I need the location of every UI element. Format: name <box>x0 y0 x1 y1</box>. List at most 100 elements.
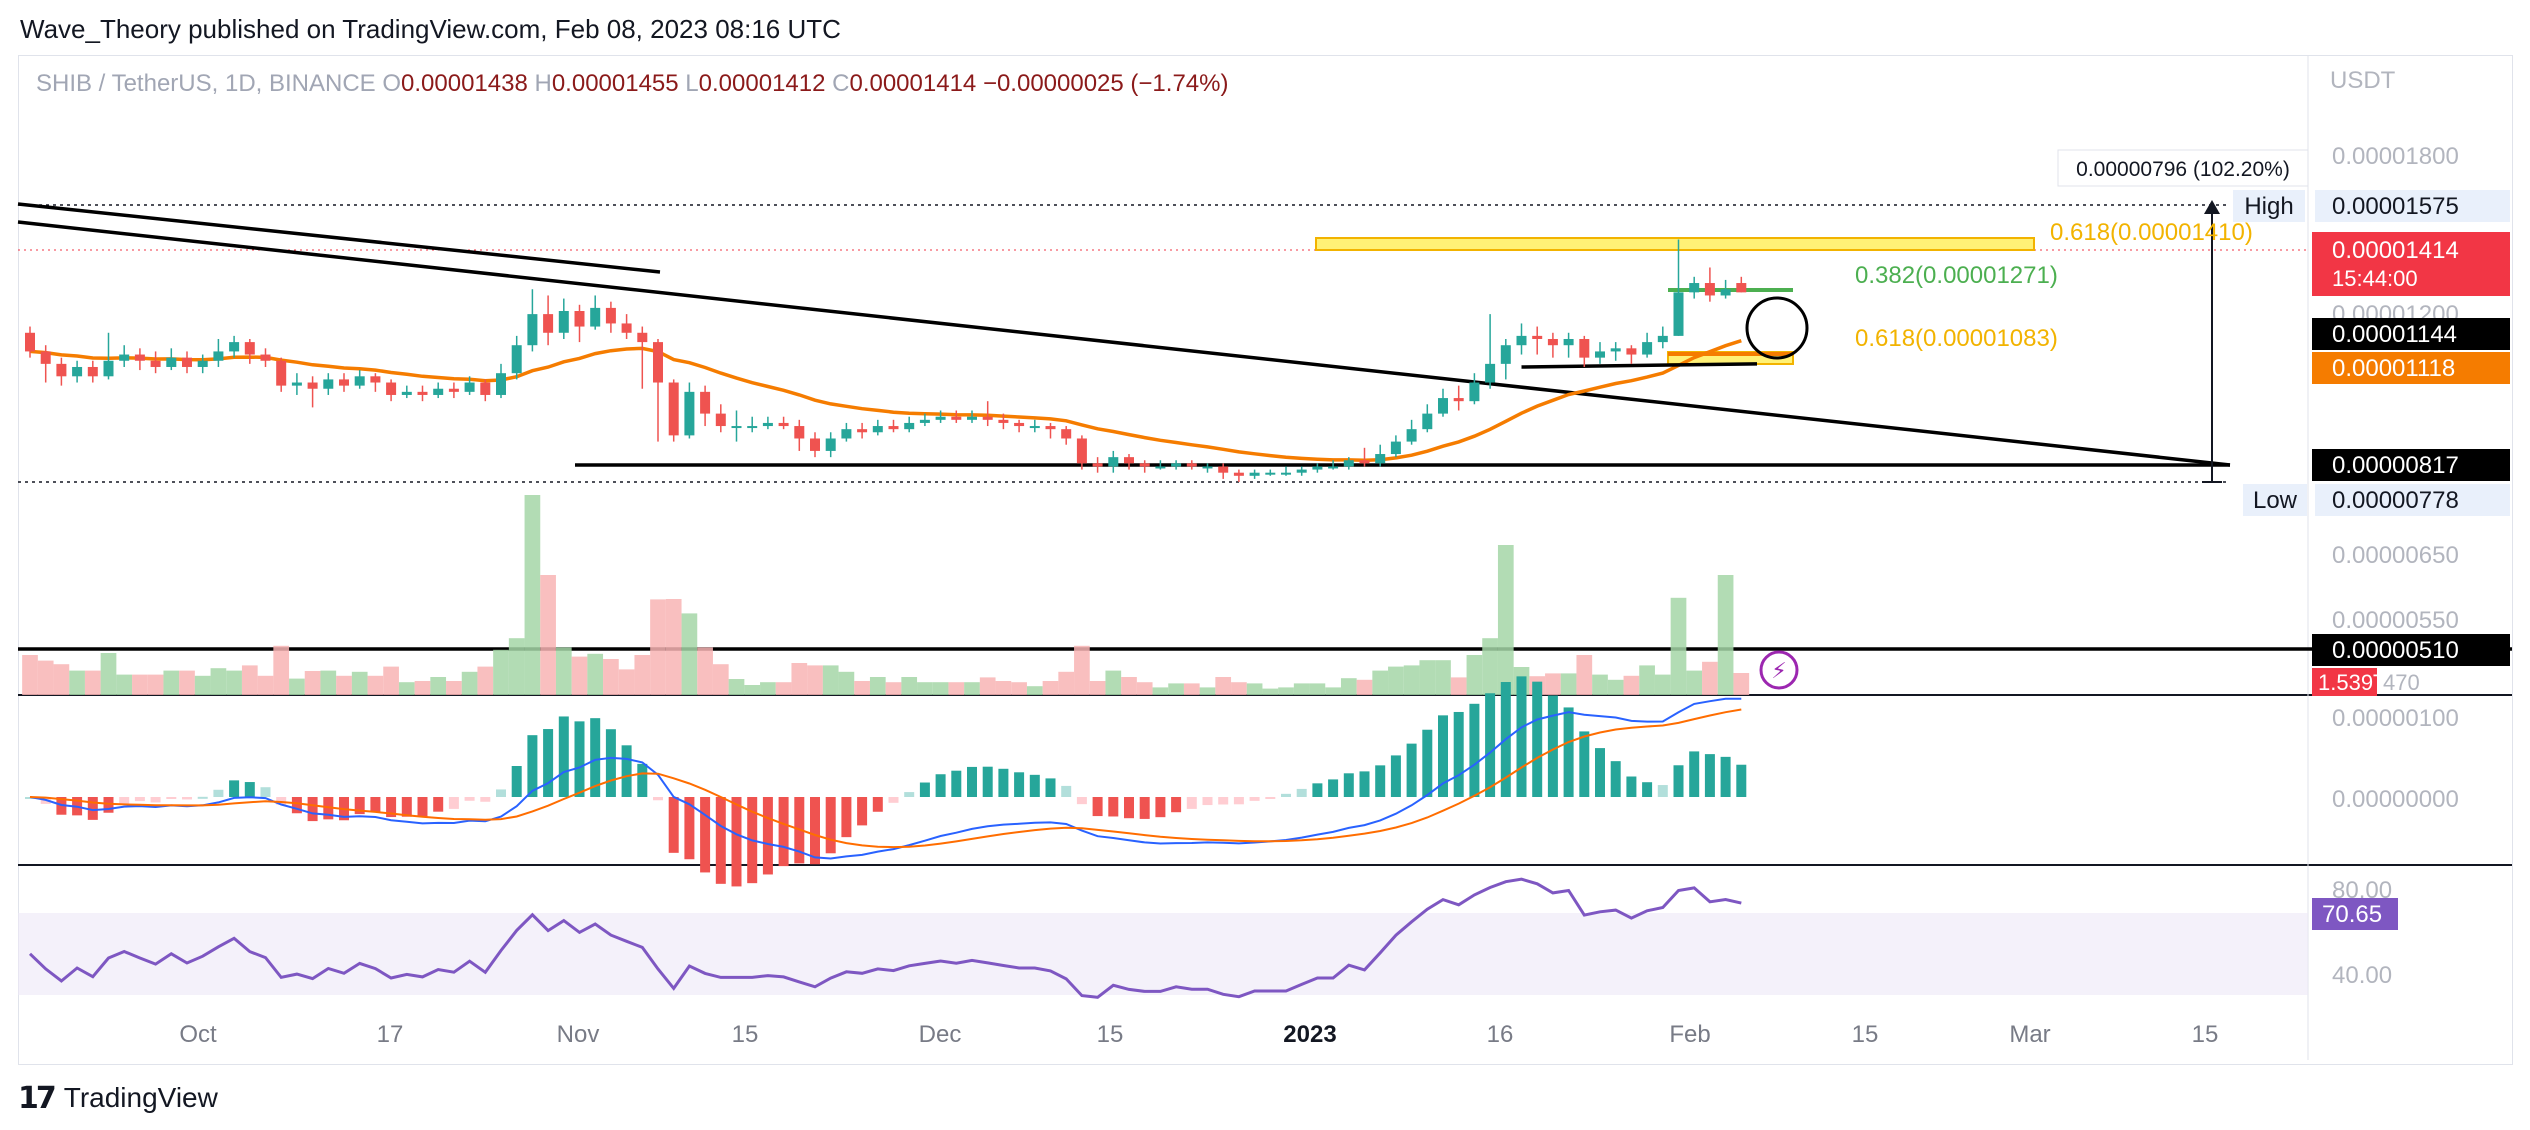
price-tick-1800: 0.00001800 <box>2332 143 2459 170</box>
volume-bar <box>1372 670 1389 695</box>
volume-bar <box>1340 678 1357 695</box>
candle-body <box>1485 363 1496 383</box>
macd-histogram-bar <box>998 768 1009 797</box>
macd-histogram-bar <box>1704 754 1715 797</box>
candle-body <box>825 438 836 451</box>
candle-body <box>1595 351 1605 358</box>
candle-body <box>590 307 601 327</box>
volume-bar <box>477 666 494 695</box>
current-price: 0.00001414 <box>2332 237 2459 264</box>
volume-bar <box>304 671 321 695</box>
candle-body <box>1704 283 1715 296</box>
rsi-tick-40: 40.00 <box>2332 962 2392 989</box>
volume-bar <box>1639 665 1655 695</box>
macd-histogram-bar <box>182 797 192 800</box>
candle-body <box>810 438 820 451</box>
candle-body <box>857 429 868 433</box>
volume-bar <box>791 663 808 695</box>
low-value: 0.00000778 <box>2332 487 2459 514</box>
macd-histogram-bar <box>1390 755 1401 797</box>
volume-bar <box>571 656 588 695</box>
candle-body <box>1155 466 1166 469</box>
macd-histogram-bar <box>433 797 444 812</box>
volume-bar <box>53 664 70 695</box>
candle-body <box>888 426 899 430</box>
candle-body <box>307 382 318 389</box>
candle-body <box>935 416 946 420</box>
macd-histogram-bar <box>401 797 412 817</box>
volume-bar <box>665 599 682 695</box>
candle-body <box>229 342 240 352</box>
volume-bar <box>1325 687 1341 695</box>
candle-body <box>480 382 491 395</box>
macd-histogram-bar <box>1045 778 1056 797</box>
candle-body <box>982 416 993 420</box>
low-label-bg <box>2243 484 2307 516</box>
volume-bar <box>1576 655 1593 695</box>
candle-body <box>1422 413 1433 430</box>
chart-container[interactable] <box>18 55 2513 1065</box>
candle-body <box>1296 469 1307 473</box>
macd-histogram-bar <box>857 797 868 826</box>
ma-black-line <box>1521 362 1758 369</box>
macd-histogram-bar <box>1438 715 1448 797</box>
macd-histogram-bar <box>1108 797 1119 817</box>
volume-bar <box>854 681 870 695</box>
candle-body <box>1249 472 1260 476</box>
volume-bar <box>367 675 384 695</box>
candle-body <box>370 376 381 383</box>
support-value: 0.00000817 <box>2332 452 2459 479</box>
volume-bar <box>1686 670 1703 695</box>
l-label: L <box>685 70 699 97</box>
currency-label: USDT <box>2330 67 2396 94</box>
volume-bar <box>932 682 949 695</box>
candle-body <box>904 422 915 430</box>
countdown: 15:44:00 <box>2332 266 2418 291</box>
candle-body <box>1390 441 1401 455</box>
candle-body <box>1076 438 1087 464</box>
volume-bar <box>1733 673 1750 695</box>
candle-body <box>574 311 585 327</box>
fib-0382-label: 0.382(0.00001271) <box>1855 262 2058 289</box>
volume-bar <box>147 674 164 695</box>
volume-bar <box>100 653 117 695</box>
candle-body <box>1563 338 1574 346</box>
macd-histogram-bar <box>1312 783 1323 797</box>
volume-bar <box>163 670 180 695</box>
macd-histogram-bar <box>1689 751 1700 797</box>
symbol-name[interactable]: SHIB / TetherUS, 1D, BINANCE <box>36 70 376 97</box>
x-axis-label: 17 <box>377 1021 404 1048</box>
circle-annotation <box>1745 296 1809 360</box>
volume-bar <box>728 679 745 695</box>
tradingview-logo-icon: 17 <box>18 1080 57 1116</box>
candle-body <box>1720 289 1731 296</box>
macd-histogram-bar <box>841 797 852 838</box>
macd-histogram-bar <box>1485 693 1496 797</box>
volume-bar <box>838 671 855 695</box>
candle-body <box>1139 463 1150 467</box>
volume-bar <box>775 682 792 695</box>
candle-body <box>1500 345 1511 364</box>
volume-bar <box>1042 681 1059 695</box>
candle-body <box>1281 472 1291 475</box>
candle-body <box>1736 283 1747 293</box>
volume-bar <box>194 675 211 695</box>
macd-histogram-bar <box>197 796 208 799</box>
volume-bar <box>869 677 886 695</box>
x-axis-label: 16 <box>1487 1021 1514 1048</box>
macd-histogram-bar <box>166 797 177 799</box>
volume-bar <box>555 647 572 695</box>
macd-histogram-bar <box>511 766 522 797</box>
volume-bar <box>273 645 290 695</box>
lightning-icon[interactable] <box>1759 650 1799 690</box>
candle-body <box>1406 429 1417 442</box>
macd-histogram-bar <box>1218 797 1229 805</box>
macd-histogram-bar <box>605 729 616 797</box>
macd-line <box>29 697 1742 860</box>
candle-body <box>731 426 742 429</box>
candle-body <box>747 426 758 429</box>
footer[interactable]: 17 TradingView <box>18 1078 218 1118</box>
volume-bar <box>1388 666 1404 695</box>
macd-histogram-bar <box>1061 785 1072 797</box>
